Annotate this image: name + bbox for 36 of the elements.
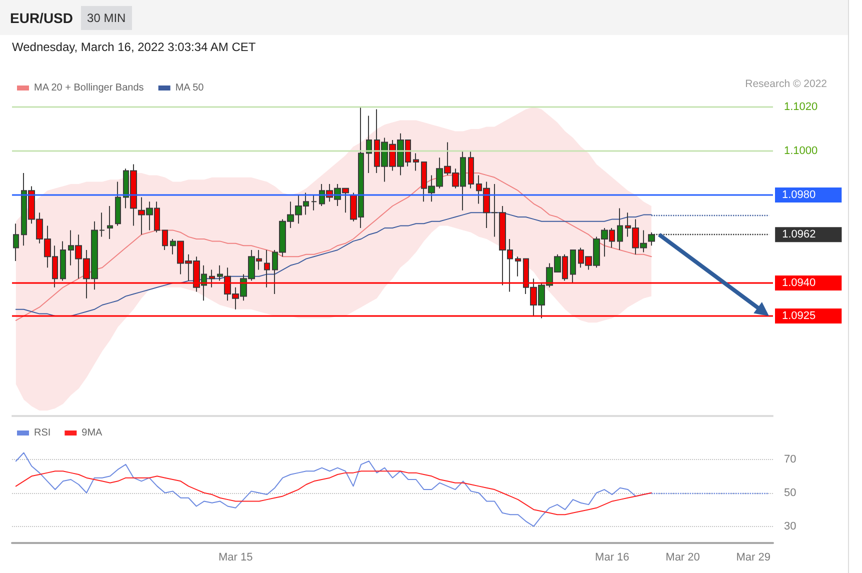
y-tick-label: 30 <box>784 520 796 532</box>
candlestick <box>115 181 121 226</box>
y-tick-label: 1.1000 <box>784 145 818 157</box>
candlestick <box>515 256 521 277</box>
candlestick <box>209 269 215 288</box>
candlestick <box>468 150 474 189</box>
x-tick-label: Mar 15 <box>218 552 253 564</box>
y-tick-label: 50 <box>784 486 796 499</box>
candlestick <box>413 152 419 172</box>
ref-line-label: 1.0940 <box>782 277 816 289</box>
chart-title: EUR/USD <box>10 10 74 26</box>
x-tick-label: Mar 16 <box>595 552 630 564</box>
line-series <box>15 172 652 321</box>
text: Research © 2022 <box>745 78 827 90</box>
candlestick <box>570 250 576 284</box>
legend-label: 9MA <box>82 428 103 438</box>
legend-label: MA 20 + Bollinger Bands <box>34 82 144 94</box>
candlestick <box>60 240 66 282</box>
ref-line-label: 1.0980 <box>782 189 816 201</box>
candlestick <box>13 223 19 262</box>
candlestick <box>264 250 270 288</box>
y-tick-label: 1.1020 <box>784 101 818 113</box>
ref-line-label: 1.0925 <box>782 310 816 322</box>
y-tick-label: 70 <box>784 453 796 466</box>
legend-label: MA 50 <box>175 82 204 94</box>
text: 30 MIN <box>81 6 132 30</box>
candlestick <box>617 208 623 250</box>
x-tick-label: Mar 20 <box>666 552 700 564</box>
legend-label: RSI <box>34 428 51 438</box>
ref-line-label: 1.0962 <box>782 228 816 241</box>
candlestick <box>311 194 317 211</box>
x-tick-label: Mar 29 <box>736 552 771 564</box>
chart-subtitle: Wednesday, March 16, 2022 3:03:34 AM CET <box>12 40 256 54</box>
candlestick <box>162 230 168 250</box>
line-series <box>15 470 652 516</box>
candlestick <box>107 206 113 240</box>
